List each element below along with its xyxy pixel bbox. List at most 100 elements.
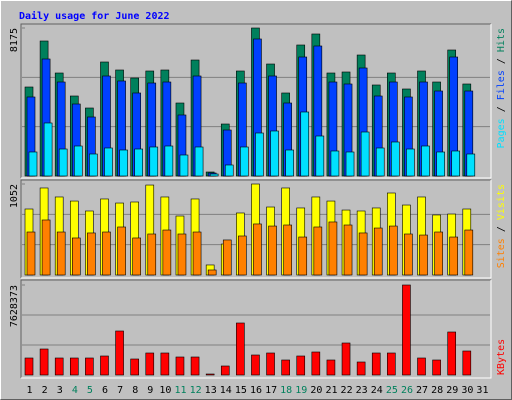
x-tick-label: 30: [461, 385, 473, 396]
x-tick-label: 22: [341, 385, 353, 396]
bar: [406, 148, 415, 177]
y-tick-label: 8175: [9, 28, 20, 52]
bar: [375, 147, 385, 177]
bar: [466, 153, 476, 177]
x-tick-label: 7: [117, 385, 123, 396]
bar: [71, 237, 81, 276]
bar: [326, 359, 336, 376]
bar: [69, 357, 79, 376]
legend-label: Pages: [496, 118, 507, 148]
bar: [462, 350, 472, 376]
x-tick-label: 26: [401, 385, 413, 396]
x-tick-label: 18: [280, 385, 292, 396]
bar: [102, 231, 111, 276]
legend: Sites / Visits: [496, 184, 507, 268]
x-tick-label: 17: [265, 385, 277, 396]
legend-separator: /: [496, 100, 507, 118]
bar: [404, 233, 413, 276]
bar: [100, 355, 109, 376]
bar: [238, 235, 247, 276]
bar: [343, 224, 353, 276]
chart-title: Daily usage for June 2022: [19, 10, 170, 22]
legend-label: Sites: [496, 238, 507, 268]
bar: [43, 122, 53, 177]
x-tick-label: 11: [174, 385, 186, 396]
bar: [341, 342, 351, 376]
bar: [28, 151, 38, 177]
bar: [26, 231, 36, 276]
bar: [373, 227, 383, 276]
bar: [389, 225, 398, 276]
x-tick-label: 29: [446, 385, 458, 396]
bar: [330, 150, 340, 177]
bar: [222, 239, 232, 276]
x-tick-label: 21: [325, 385, 337, 396]
x-tick-label: 24: [371, 385, 383, 396]
x-tick-label: 16: [250, 385, 262, 396]
y-tick-label: 7628373: [9, 285, 20, 327]
bar: [315, 135, 325, 177]
bar: [192, 231, 202, 276]
x-tick-label: 5: [87, 385, 93, 396]
bar: [356, 361, 366, 376]
bar: [451, 150, 461, 177]
bar: [89, 153, 98, 177]
x-tick-label: 3: [57, 385, 63, 396]
legend-label: Visits: [496, 184, 507, 220]
x-tick-label: 15: [235, 385, 247, 396]
bar: [311, 351, 321, 376]
legend-label: KBytes: [496, 339, 507, 375]
panel-light: [21, 280, 492, 379]
bar: [175, 356, 185, 376]
bar: [58, 148, 68, 177]
x-tick-label: 13: [205, 385, 217, 396]
bar: [436, 151, 445, 177]
bar: [371, 352, 381, 376]
bar: [87, 232, 96, 276]
legend: KBytes: [496, 339, 507, 375]
x-tick-label: 2: [42, 385, 48, 396]
legend-label: Hits: [496, 28, 507, 52]
panel-light: [21, 24, 492, 179]
x-tick-label: 23: [356, 385, 368, 396]
bar: [209, 173, 219, 177]
x-tick-label: 4: [72, 385, 78, 396]
bar: [24, 357, 34, 376]
bar: [145, 352, 155, 376]
bar: [220, 365, 230, 376]
bar: [447, 331, 457, 376]
bar: [190, 356, 200, 376]
bar: [130, 358, 139, 376]
x-tick-label: 9: [147, 385, 153, 396]
bar: [313, 226, 323, 276]
y-tick-label: 1052: [9, 184, 20, 208]
legend-separator: /: [496, 220, 507, 238]
bar: [134, 148, 143, 177]
bar: [236, 322, 245, 376]
x-tick-label: 19: [295, 385, 307, 396]
panel-dark: [20, 23, 491, 178]
bar: [421, 145, 430, 177]
bar: [115, 330, 124, 376]
x-tick-label: 25: [386, 385, 398, 396]
x-tick-label: 28: [431, 385, 443, 396]
panel-light: [21, 180, 492, 279]
bar: [417, 357, 426, 376]
x-tick-label: 8: [132, 385, 138, 396]
bar: [224, 164, 234, 177]
bar: [266, 352, 275, 376]
x-tick-label: 6: [102, 385, 108, 396]
bar: [85, 357, 94, 376]
bar: [205, 373, 215, 376]
panel-dark: [20, 179, 491, 278]
bar: [268, 225, 277, 276]
bar: [285, 149, 294, 177]
bar: [391, 141, 400, 177]
legend: Pages / Files / Hits: [496, 28, 507, 148]
bar: [160, 352, 170, 376]
bar: [164, 145, 174, 177]
bar: [387, 352, 396, 376]
legend-label: Files: [496, 70, 507, 100]
bar: [328, 221, 338, 276]
